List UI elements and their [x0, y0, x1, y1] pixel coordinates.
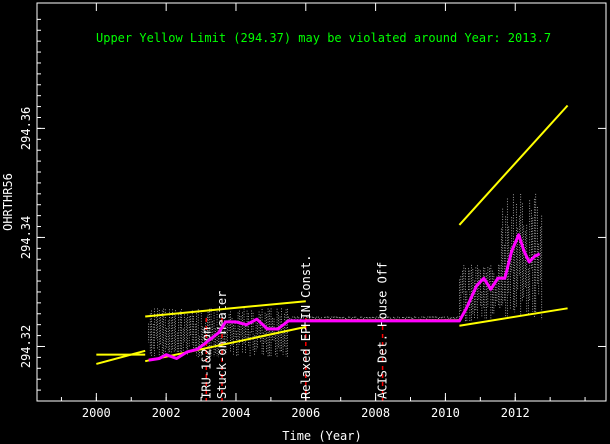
moving-average-line [148, 233, 541, 362]
trend-line-0 [96, 349, 146, 365]
y-tick-label: 294.32 [19, 325, 33, 368]
x-tick-label: 2000 [82, 406, 111, 420]
event-label-3: ACIS Det. House Off [376, 262, 390, 399]
trend-line-5 [458, 104, 569, 226]
data-band-4 [500, 193, 543, 320]
x-tick-label: 2008 [361, 406, 390, 420]
x-tick-label: 2012 [501, 406, 530, 420]
x-tick-label: 2010 [431, 406, 460, 420]
trend-line-6 [459, 307, 568, 327]
headline-text: Upper Yellow Limit (294.37) may be viola… [96, 31, 551, 45]
moving-average-group [148, 233, 541, 362]
data-point-bands [148, 193, 543, 358]
event-label-2: Relaxed EPHIN Const. [299, 255, 313, 400]
y-tick-label: 294.34 [19, 216, 33, 259]
y-axis-ticks: 294.32 294.34 294.36 [19, 18, 606, 391]
x-axis-ticks: 2000 2002 2004 2006 2008 2010 2012 [60, 3, 586, 420]
trend-line-2 [145, 300, 306, 318]
y-axis-label: OHRTHR56 [1, 173, 15, 231]
plot-frame [36, 2, 607, 402]
x-axis-label: Time (Year) [282, 429, 361, 443]
x-tick-label: 2006 [291, 406, 320, 420]
y-tick-label: 294.36 [19, 107, 33, 150]
data-band-0 [148, 308, 208, 358]
x-tick-label: 2002 [152, 406, 181, 420]
x-tick-label: 2004 [222, 406, 251, 420]
